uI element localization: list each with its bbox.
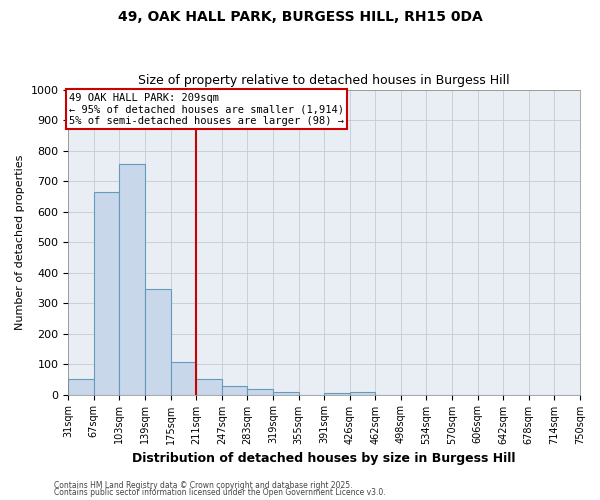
- Y-axis label: Number of detached properties: Number of detached properties: [15, 154, 25, 330]
- Bar: [350, 392, 376, 394]
- Bar: [273, 392, 299, 394]
- Text: 49, OAK HALL PARK, BURGESS HILL, RH15 0DA: 49, OAK HALL PARK, BURGESS HILL, RH15 0D…: [118, 10, 482, 24]
- Text: 49 OAK HALL PARK: 209sqm
← 95% of detached houses are smaller (1,914)
5% of semi: 49 OAK HALL PARK: 209sqm ← 95% of detach…: [69, 92, 344, 126]
- Bar: [324, 393, 350, 394]
- Bar: [247, 390, 273, 394]
- Text: Contains public sector information licensed under the Open Government Licence v3: Contains public sector information licen…: [54, 488, 386, 497]
- Text: Contains HM Land Registry data © Crown copyright and database right 2025.: Contains HM Land Registry data © Crown c…: [54, 480, 353, 490]
- Title: Size of property relative to detached houses in Burgess Hill: Size of property relative to detached ho…: [139, 74, 510, 87]
- Bar: [94, 192, 119, 394]
- Bar: [196, 380, 222, 394]
- Bar: [145, 290, 170, 395]
- Bar: [68, 380, 94, 394]
- Bar: [119, 164, 145, 394]
- Bar: [222, 386, 247, 394]
- X-axis label: Distribution of detached houses by size in Burgess Hill: Distribution of detached houses by size …: [133, 452, 516, 465]
- Bar: [170, 362, 196, 394]
